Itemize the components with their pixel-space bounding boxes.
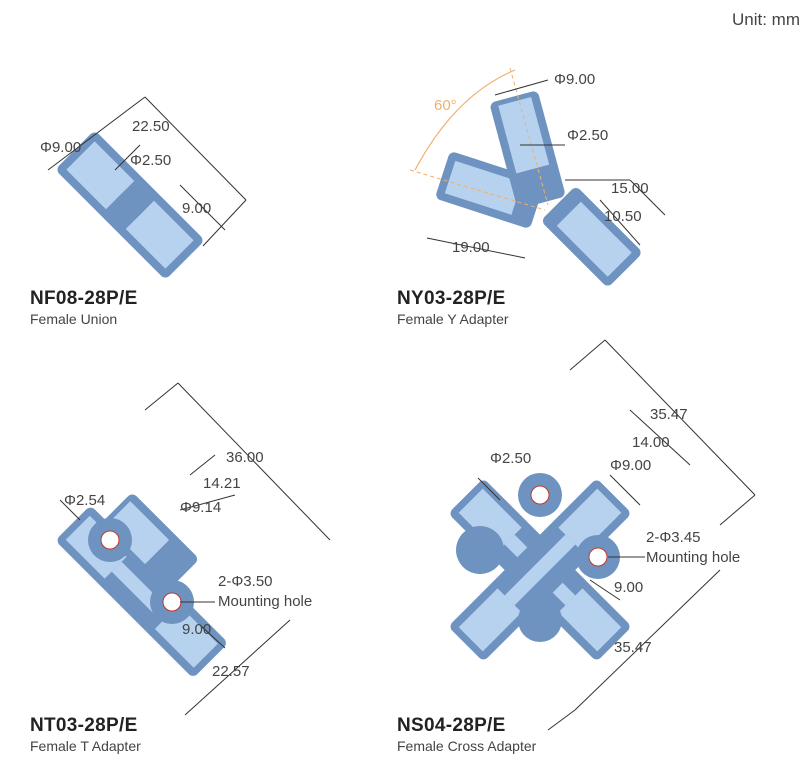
- nt03-caption: NT03-28P/E Female T Adapter: [30, 715, 141, 754]
- ns04-dim-35-47-top: 35.47: [650, 406, 688, 423]
- ns04-caption: NS04-28P/E Female Cross Adapter: [397, 715, 536, 754]
- ns04-description: Female Cross Adapter: [397, 738, 537, 754]
- ns04-mounting-hole-2: [588, 547, 608, 567]
- ns04-arm-b: [450, 480, 630, 660]
- nf08-dim-bore: Φ2.50: [130, 152, 171, 169]
- ny03-description: Female Y Adapter: [397, 311, 509, 327]
- nt03-description: Female T Adapter: [30, 738, 141, 754]
- nf08-caption: NF08-28P/E Female Union: [30, 288, 138, 327]
- nf08-dim-thread: 9.00: [182, 200, 211, 217]
- ns04-dim-holes: 2-Φ3.45: [646, 529, 701, 546]
- nf08-dim-outer-diameter: Φ9.00: [40, 139, 81, 156]
- ny03-drawing: [409, 67, 666, 286]
- ny03-branch-top: [490, 91, 565, 208]
- nf08-dim-length: 22.50: [132, 118, 170, 135]
- nf08-body: [57, 132, 203, 278]
- nt03-dim-outer-diameter: Φ9.14: [180, 499, 221, 516]
- ns04-ear-left: [456, 526, 504, 574]
- unit-label: Unit: mm: [732, 10, 800, 29]
- ny03-dim-outer-diameter: Φ9.00: [554, 71, 595, 88]
- ny03-dim-10-50: 10.50: [604, 208, 642, 225]
- ns04-dim-outer-diameter: Φ9.00: [610, 457, 651, 474]
- ny03-code: NY03-28P/E: [397, 288, 506, 309]
- nt03-mounting-hole-2: [162, 592, 182, 612]
- nt03-mounting-hole-1: [100, 530, 120, 550]
- ny03-dim-bore: Φ2.50: [567, 127, 608, 144]
- nf08-drawing: [47, 96, 247, 278]
- nf08-code: NF08-28P/E: [30, 288, 138, 309]
- nt03-code: NT03-28P/E: [30, 715, 138, 736]
- ns04-dim-bore: Φ2.50: [490, 450, 531, 467]
- ns04-dim-14: 14.00: [632, 434, 670, 451]
- nt03-mounting-hole-label: Mounting hole: [218, 593, 312, 610]
- nt03-dim-bore: Φ2.54: [64, 492, 105, 509]
- ns04-mounting-hole-1: [530, 485, 550, 505]
- ny03-angle-arc: [414, 69, 516, 171]
- ns04-dim-9: 9.00: [614, 579, 643, 596]
- ns04-mounting-hole-label: Mounting hole: [646, 549, 740, 566]
- ny03-caption: NY03-28P/E Female Y Adapter: [397, 288, 509, 327]
- ns04-drawing: [450, 339, 756, 731]
- nt03-branch: [99, 494, 198, 593]
- nt03-dim-22-57: 22.57: [212, 663, 250, 680]
- ns04-code: NS04-28P/E: [397, 715, 506, 736]
- ny03-dim-15: 15.00: [611, 180, 649, 197]
- ny03-angle: 60°: [434, 97, 457, 114]
- nt03-dim-14-21: 14.21: [203, 475, 241, 492]
- ny03-dim-19: 19.00: [452, 239, 490, 256]
- ns04-dim-35-47-bottom: 35.47: [614, 639, 652, 656]
- nt03-dim-9: 9.00: [182, 621, 211, 638]
- ny03-branch-lower: [542, 187, 641, 286]
- nt03-drawing: [57, 382, 331, 716]
- nt03-dim-holes: 2-Φ3.50: [218, 573, 273, 590]
- ny03-branch-left: [436, 152, 544, 228]
- nt03-dim-36: 36.00: [226, 449, 264, 466]
- nf08-description: Female Union: [30, 311, 118, 327]
- ns04-ear-bottom: [518, 598, 562, 642]
